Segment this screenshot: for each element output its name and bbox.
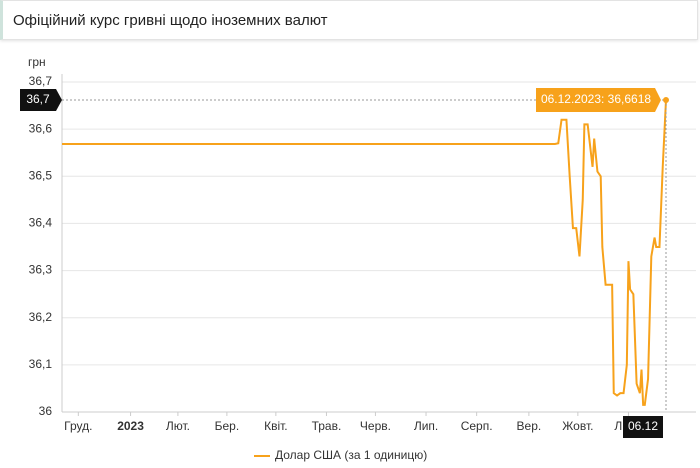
y-tick-label: 36,1	[29, 357, 53, 371]
header-title: Офіційний курс гривні щодо іноземних вал…	[13, 12, 328, 29]
y-tick-label: 36,2	[29, 310, 53, 324]
x-tick-label: Вер.	[517, 419, 542, 433]
x-tick-label: Серп.	[461, 419, 493, 433]
y-tick-label: 36,4	[29, 216, 53, 230]
x-tick-label: Квіт.	[264, 419, 288, 433]
x-badge	[623, 416, 663, 438]
x-tick-label: Жовт.	[562, 419, 593, 433]
y-tick-label: 36	[39, 404, 53, 418]
tooltip-box	[536, 88, 661, 113]
x-tick-label: Бер.	[215, 419, 240, 433]
y-badge	[20, 89, 62, 112]
y-axis-label: грн	[28, 55, 46, 69]
tooltip-label: 06.12.2023: 36,6618	[541, 92, 651, 106]
y-tick-label: 36,7	[29, 74, 53, 88]
legend-label: Долар США (за 1 одиницю)	[275, 448, 427, 462]
point-marker	[663, 97, 669, 104]
y-tick-label: 36,6	[29, 121, 53, 135]
x-tick-label: Лип.	[414, 419, 438, 433]
line-series	[62, 99, 667, 406]
y-tick-label: 36,5	[29, 168, 53, 182]
y-badge-label: 36,7	[26, 92, 50, 106]
x-tick-label: Груд.	[64, 419, 92, 433]
x-tick-label: Черв.	[360, 419, 391, 433]
x-badge-label: 06.12	[628, 419, 658, 433]
x-tick-label: Трав.	[312, 419, 342, 433]
header: Офіційний курс гривні щодо іноземних вал…	[0, 0, 698, 40]
x-tick-label: 2023	[117, 419, 144, 433]
x-tick-label: Лют.	[166, 419, 190, 433]
y-tick-label: 36,3	[29, 263, 53, 277]
